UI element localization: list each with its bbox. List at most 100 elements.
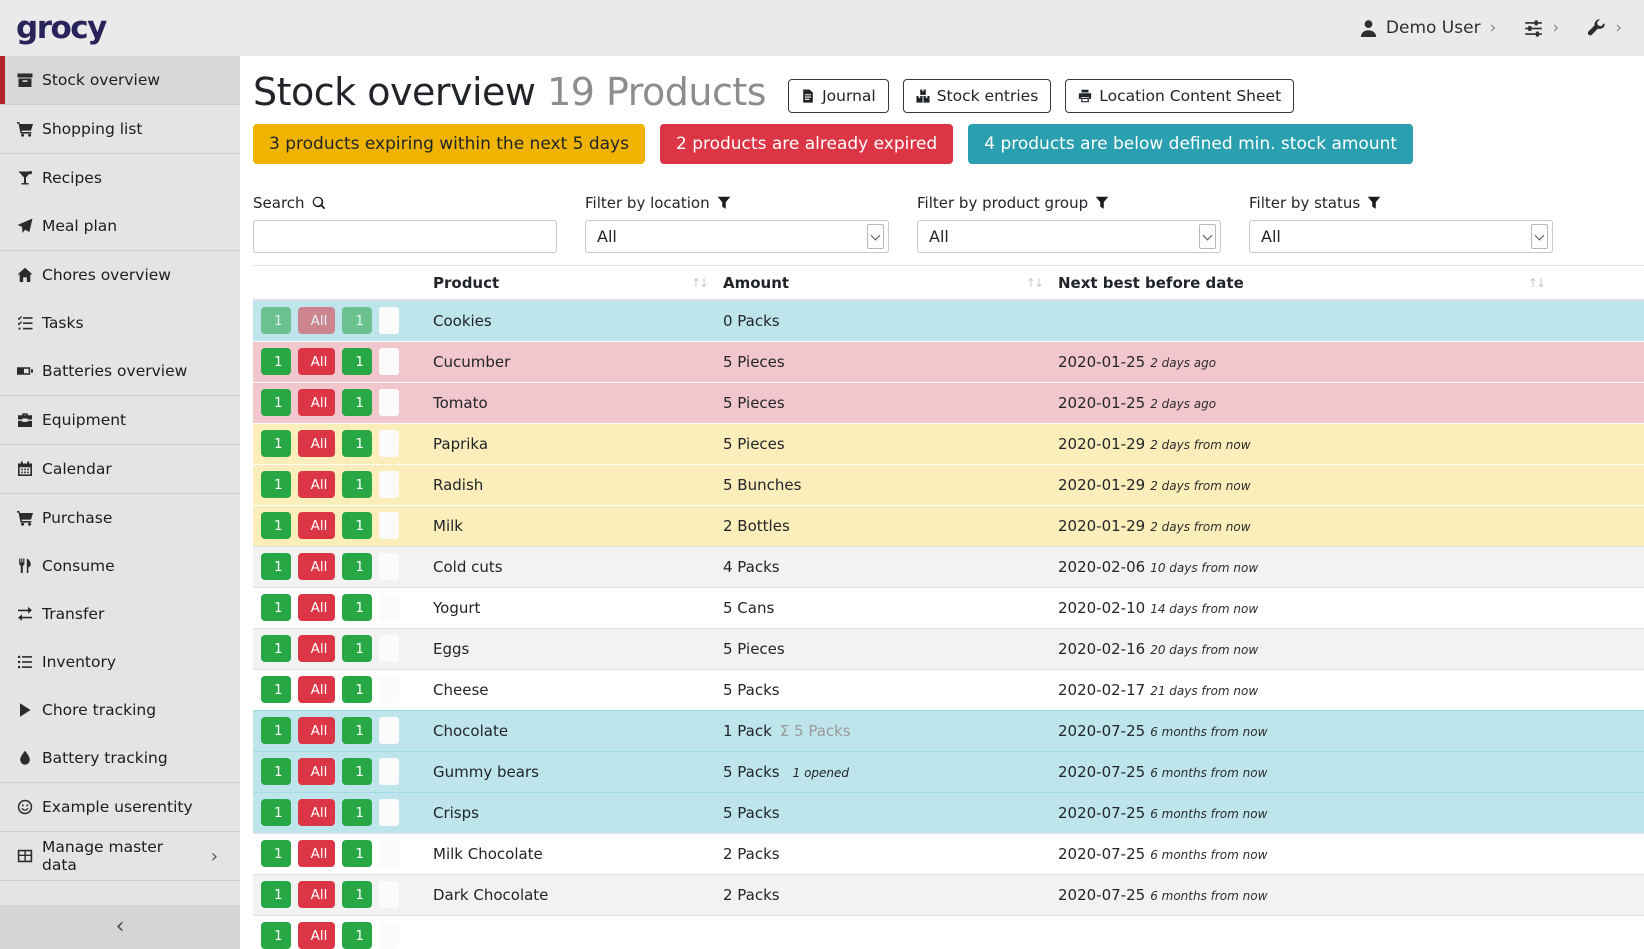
- sidebar-item-transfer[interactable]: Transfer: [0, 590, 240, 638]
- status-select[interactable]: All: [1249, 220, 1553, 253]
- mark-opened-button[interactable]: 1: [342, 348, 372, 375]
- mark-opened-button[interactable]: 1: [342, 676, 372, 703]
- sidebar-item-chores-overview[interactable]: Chores overview: [0, 251, 240, 299]
- column-header-amount[interactable]: Amount ↑↓: [715, 265, 1050, 301]
- mark-opened-button[interactable]: 1: [342, 758, 372, 785]
- sidebar-item-inventory[interactable]: Inventory: [0, 638, 240, 686]
- mark-opened-button[interactable]: 1: [342, 635, 372, 662]
- consume-one-button[interactable]: 1: [261, 758, 291, 785]
- row-menu-button[interactable]: [378, 471, 399, 498]
- app-logo[interactable]: grocy: [16, 10, 107, 46]
- mark-opened-button[interactable]: 1: [342, 430, 372, 457]
- journal-button[interactable]: Journal: [788, 79, 889, 113]
- column-header-next-best-before-date[interactable]: Next best before date ↑↓: [1050, 265, 1644, 301]
- sidebar-item-calendar[interactable]: Calendar: [0, 445, 240, 493]
- sidebar-item-tasks[interactable]: Tasks: [0, 299, 240, 347]
- consume-one-button[interactable]: 1: [261, 840, 291, 867]
- row-menu-button[interactable]: [378, 430, 399, 457]
- consume-one-button[interactable]: 1: [261, 717, 291, 744]
- mark-opened-button[interactable]: 1: [342, 840, 372, 867]
- sidebar-item-battery-tracking[interactable]: Battery tracking: [0, 734, 240, 782]
- mark-opened-button[interactable]: 1: [342, 881, 372, 908]
- row-menu-button[interactable]: [378, 922, 399, 949]
- consume-all-button[interactable]: All: [297, 471, 336, 498]
- row-menu-button[interactable]: [378, 881, 399, 908]
- sort-icon[interactable]: ↑↓: [690, 276, 709, 290]
- sort-icon[interactable]: ↑↓: [1527, 276, 1546, 290]
- mark-opened-button[interactable]: 1: [342, 922, 372, 949]
- consume-all-button[interactable]: All: [297, 307, 336, 335]
- consume-one-button[interactable]: 1: [261, 922, 291, 949]
- search-input[interactable]: [253, 220, 557, 253]
- sidebar-item-example-userentity[interactable]: Example userentity: [0, 783, 240, 831]
- consume-all-button[interactable]: All: [297, 348, 336, 375]
- mark-opened-button[interactable]: 1: [342, 389, 372, 416]
- sidebar-item-purchase[interactable]: Purchase: [0, 494, 240, 542]
- consume-one-button[interactable]: 1: [261, 512, 291, 539]
- mark-opened-button[interactable]: 1: [342, 799, 372, 826]
- stock-entries-button[interactable]: Stock entries: [902, 79, 1052, 113]
- mark-opened-button[interactable]: 1: [342, 717, 372, 744]
- consume-all-button[interactable]: All: [297, 799, 336, 826]
- consume-one-button[interactable]: 1: [261, 594, 291, 621]
- consume-all-button[interactable]: All: [297, 553, 336, 580]
- consume-all-button[interactable]: All: [297, 758, 336, 785]
- location-select[interactable]: All: [585, 220, 889, 253]
- row-menu-button[interactable]: [378, 512, 399, 539]
- consume-one-button[interactable]: 1: [261, 881, 291, 908]
- row-menu-button[interactable]: [378, 799, 399, 826]
- row-menu-button[interactable]: [378, 717, 399, 744]
- mark-opened-button[interactable]: 1: [342, 471, 372, 498]
- row-menu-button[interactable]: [378, 307, 399, 335]
- row-menu-button[interactable]: [378, 758, 399, 785]
- product-group-select[interactable]: All: [917, 220, 1221, 253]
- consume-one-button[interactable]: 1: [261, 430, 291, 457]
- settings-menu-button[interactable]: ›: [1524, 18, 1559, 38]
- location-content-sheet-button[interactable]: Location Content Sheet: [1065, 79, 1295, 113]
- row-menu-button[interactable]: [378, 348, 399, 375]
- consume-one-button[interactable]: 1: [261, 799, 291, 826]
- sort-icon[interactable]: ↑↓: [1025, 276, 1044, 290]
- user-menu-button[interactable]: Demo User ›: [1359, 18, 1496, 38]
- sidebar-item-recipes[interactable]: Recipes: [0, 154, 240, 202]
- mark-opened-button[interactable]: 1: [342, 307, 372, 335]
- mark-opened-button[interactable]: 1: [342, 553, 372, 580]
- consume-one-button[interactable]: 1: [261, 307, 291, 335]
- sidebar-item-batteries-overview[interactable]: Batteries overview: [0, 347, 240, 395]
- mark-opened-button[interactable]: 1: [342, 594, 372, 621]
- consume-all-button[interactable]: All: [297, 840, 336, 867]
- sidebar-item-shopping-list[interactable]: Shopping list: [0, 105, 240, 153]
- consume-one-button[interactable]: 1: [261, 389, 291, 416]
- consume-all-button[interactable]: All: [297, 635, 336, 662]
- consume-one-button[interactable]: 1: [261, 676, 291, 703]
- consume-all-button[interactable]: All: [297, 594, 336, 621]
- consume-one-button[interactable]: 1: [261, 635, 291, 662]
- row-menu-button[interactable]: [378, 635, 399, 662]
- sidebar-item-stock-overview[interactable]: Stock overview: [0, 56, 240, 104]
- alert-warning[interactable]: 3 products expiring within the next 5 da…: [253, 124, 645, 164]
- sidebar-item-chore-tracking[interactable]: Chore tracking: [0, 686, 240, 734]
- consume-all-button[interactable]: All: [297, 430, 336, 457]
- consume-one-button[interactable]: 1: [261, 348, 291, 375]
- row-menu-button[interactable]: [378, 676, 399, 703]
- consume-all-button[interactable]: All: [297, 676, 336, 703]
- sidebar-item-meal-plan[interactable]: Meal plan: [0, 202, 240, 250]
- alert-danger[interactable]: 2 products are already expired: [659, 124, 954, 164]
- consume-all-button[interactable]: All: [297, 512, 336, 539]
- row-menu-button[interactable]: [378, 389, 399, 416]
- alert-info[interactable]: 4 products are below defined min. stock …: [968, 124, 1414, 164]
- consume-all-button[interactable]: All: [297, 389, 336, 416]
- sidebar-collapse-button[interactable]: ‹: [0, 905, 240, 949]
- consume-one-button[interactable]: 1: [261, 553, 291, 580]
- admin-menu-button[interactable]: ›: [1587, 18, 1622, 38]
- consume-all-button[interactable]: All: [297, 922, 336, 949]
- consume-all-button[interactable]: All: [297, 717, 336, 744]
- consume-one-button[interactable]: 1: [261, 471, 291, 498]
- row-menu-button[interactable]: [378, 553, 399, 580]
- mark-opened-button[interactable]: 1: [342, 512, 372, 539]
- column-header-product[interactable]: Product ↑↓: [425, 265, 715, 301]
- sidebar-item-manage-master-data[interactable]: Manage master data ›: [0, 832, 240, 880]
- row-menu-button[interactable]: [378, 840, 399, 867]
- consume-all-button[interactable]: All: [297, 881, 336, 908]
- row-menu-button[interactable]: [378, 594, 399, 621]
